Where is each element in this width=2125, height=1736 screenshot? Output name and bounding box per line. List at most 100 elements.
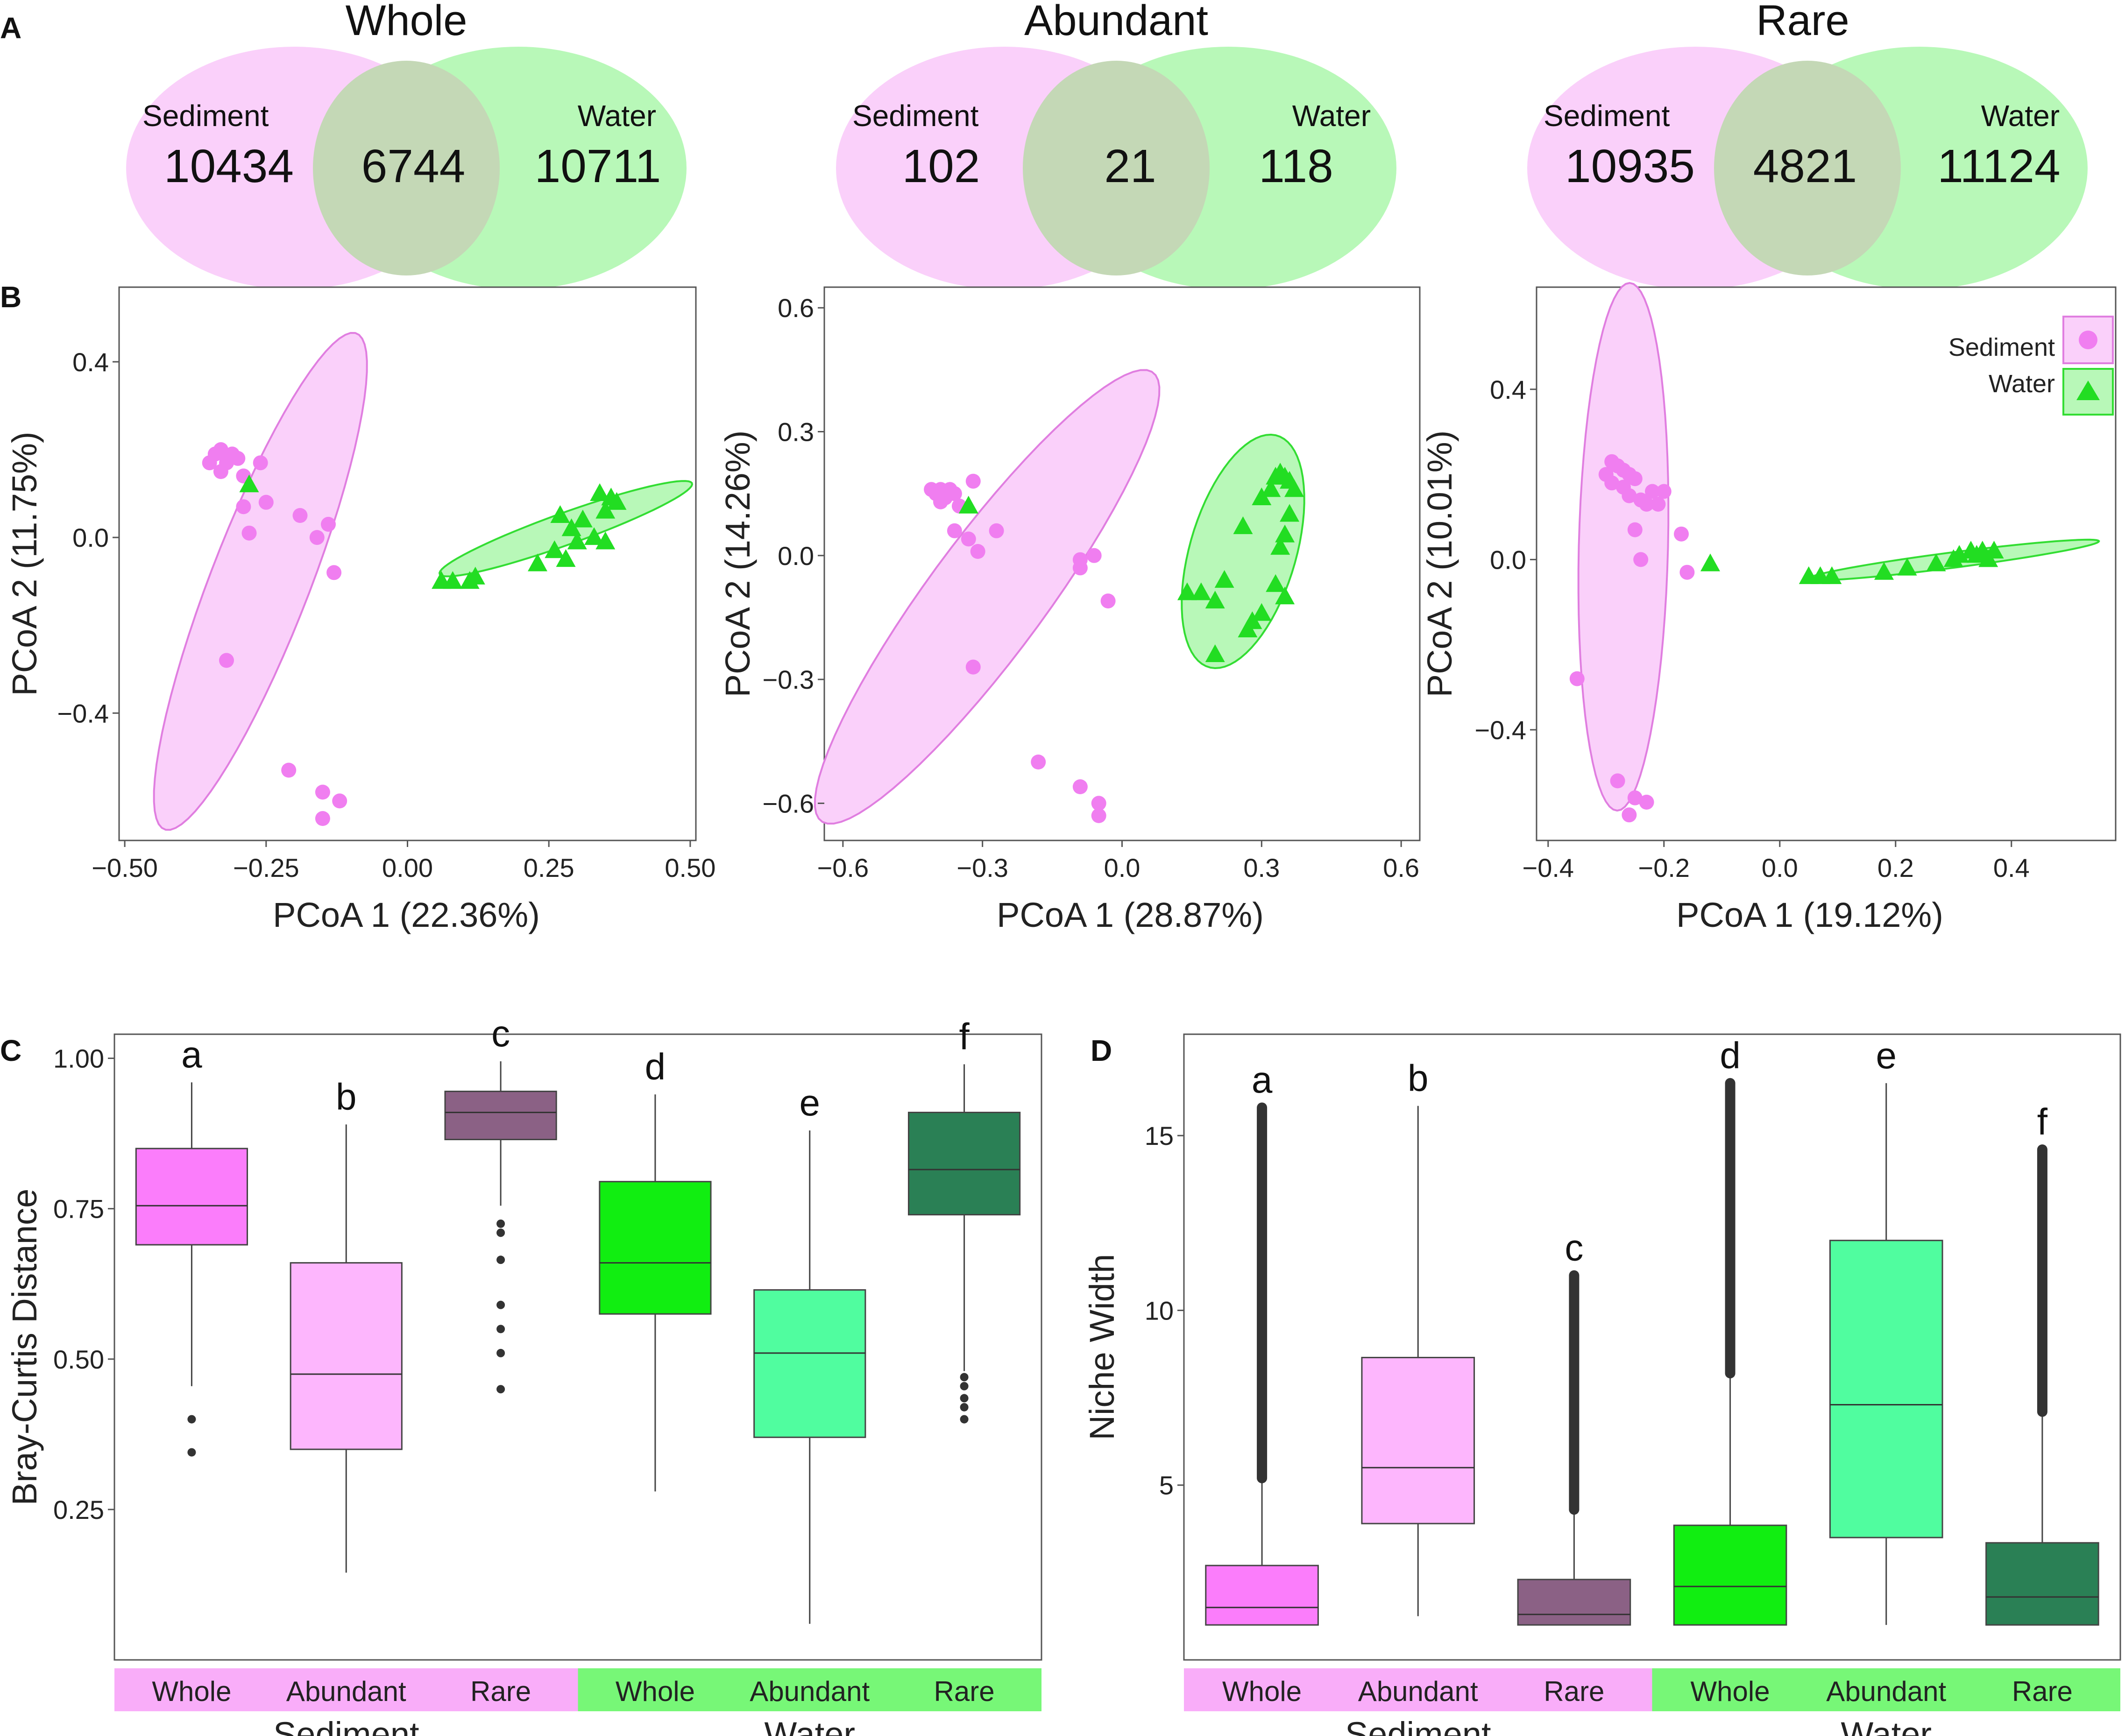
- point-water: [1270, 537, 1290, 555]
- x-tick-label: −0.4: [1523, 853, 1574, 882]
- confidence-ellipse-sediment: [814, 369, 1161, 825]
- point-sediment: [1679, 565, 1695, 580]
- venn-label-sediment: Sediment: [852, 99, 979, 133]
- outlier-point: [960, 1382, 969, 1390]
- confidence-ellipse-sediment: [1577, 282, 1670, 812]
- y-tick-label: −0.3: [762, 665, 814, 694]
- confidence-ellipse-sediment: [153, 332, 368, 831]
- point-sediment: [965, 473, 981, 489]
- y-tick-label: 0.0: [72, 523, 109, 552]
- venn-overlap: [313, 61, 500, 275]
- x-tick-label: 0.50: [665, 853, 715, 882]
- pcoa-plot-abundant: −0.6 −0.3 0.0 0.3 0.6 −0.6 −0.3 0.0 0.3 0.6 PCoA 1…: [718, 286, 1421, 934]
- group-label: Sediment: [1345, 1715, 1491, 1736]
- outlier-point: [960, 1394, 969, 1403]
- x-axis-label: PCoA 1 (28.87%): [997, 896, 1264, 934]
- point-sediment: [213, 464, 228, 479]
- y-tick-label: 0.75: [53, 1194, 104, 1224]
- venn-abundant: Abundant Sediment Water 102 21 118: [836, 0, 1396, 289]
- point-sediment: [258, 494, 274, 510]
- box: [599, 1181, 712, 1315]
- significance-letter: c: [491, 1013, 510, 1054]
- significance-letter: a: [181, 1034, 202, 1075]
- point-water: [1978, 549, 1998, 567]
- point-water: [443, 571, 463, 589]
- x-category-label: Whole: [1691, 1676, 1770, 1707]
- point-sediment: [315, 811, 330, 826]
- y-tick-label: −0.6: [762, 789, 814, 818]
- venn-label-sediment: Sediment: [1544, 99, 1670, 133]
- y-tick-label: 0.50: [53, 1345, 104, 1374]
- point-water: [1275, 586, 1295, 605]
- venn-count-sediment: 10434: [164, 140, 294, 192]
- point-water: [239, 474, 259, 493]
- group-strip-water: [578, 1668, 1041, 1711]
- box: [1361, 1356, 1475, 1524]
- point-sediment: [1086, 548, 1102, 563]
- y-tick-label: −0.4: [57, 699, 109, 728]
- x-category-label: Whole: [1222, 1676, 1302, 1707]
- venn-count-shared: 6744: [361, 140, 465, 192]
- point-sediment: [1072, 779, 1088, 794]
- point-sediment: [236, 499, 251, 515]
- box: [135, 1148, 248, 1246]
- y-tick-label: 0.3: [778, 417, 814, 447]
- venn-count-shared: 4821: [1753, 140, 1857, 192]
- legend: Sediment Water: [1948, 316, 2114, 416]
- pcoa-plot-rare: −0.4 −0.2 0.0 0.2 0.4 −0.4 0.0 0.4 PCoA 1 (19.12…: [1420, 282, 2117, 934]
- point-water: [1822, 566, 1842, 584]
- point-sediment: [253, 455, 268, 471]
- boxplot-niche-width: a Whole b Abundant c Rare d Whole e Abundant f Rare…: [1083, 1033, 2121, 1736]
- legend-marker-sediment: [2079, 331, 2097, 349]
- y-axis-label: PCoA 2 (11.75%): [5, 431, 44, 696]
- point-water: [1214, 570, 1234, 588]
- outlier-point: [960, 1403, 969, 1411]
- point-water: [958, 495, 978, 514]
- box: [907, 1112, 1021, 1216]
- venn-count-sediment: 10935: [1565, 140, 1695, 192]
- venn-label-water: Water: [1292, 99, 1371, 133]
- significance-letter: e: [800, 1082, 821, 1123]
- y-tick-label: 0.25: [53, 1495, 104, 1524]
- venn-count-water: 11124: [1937, 140, 2060, 192]
- point-sediment: [1091, 808, 1106, 823]
- significance-letter: a: [1252, 1059, 1273, 1101]
- point-water: [1205, 644, 1225, 663]
- significance-letter: d: [1720, 1035, 1741, 1076]
- significance-letter: c: [1565, 1227, 1583, 1269]
- venn-title: Rare: [1756, 0, 1849, 44]
- point-water: [561, 518, 581, 536]
- point-water: [1252, 603, 1272, 621]
- x-category-label: Rare: [470, 1676, 531, 1707]
- point-sediment: [1650, 496, 1666, 512]
- significance-letter: b: [336, 1076, 357, 1117]
- point-sediment: [1091, 796, 1106, 811]
- point-sediment: [1645, 484, 1660, 499]
- point-sediment: [219, 653, 234, 668]
- point-sediment: [315, 784, 330, 800]
- x-category-label: Rare: [1544, 1676, 1604, 1707]
- y-tick-label: 0.6: [778, 293, 814, 323]
- x-category-label: Rare: [2012, 1676, 2073, 1707]
- point-sediment: [1674, 526, 1689, 542]
- x-category-label: Whole: [152, 1676, 231, 1707]
- x-category-label: Whole: [616, 1676, 695, 1707]
- box: [1517, 1579, 1631, 1626]
- point-water: [550, 505, 570, 523]
- point-water: [1874, 562, 1894, 580]
- point-water: [556, 549, 576, 567]
- group-label: Water: [1841, 1715, 1932, 1736]
- point-water: [1700, 553, 1720, 572]
- point-sediment: [309, 530, 325, 545]
- plot-frame: [113, 1033, 1042, 1661]
- point-sediment: [1639, 496, 1654, 512]
- x-tick-label: −0.3: [956, 853, 1008, 882]
- point-sediment: [970, 544, 985, 559]
- box: [444, 1090, 557, 1140]
- outlier-point: [496, 1300, 505, 1309]
- point-sediment: [1610, 773, 1625, 789]
- point-sediment: [321, 516, 336, 532]
- box: [753, 1289, 866, 1438]
- box: [1829, 1240, 1943, 1538]
- x-tick-label: 0.2: [1877, 853, 1914, 882]
